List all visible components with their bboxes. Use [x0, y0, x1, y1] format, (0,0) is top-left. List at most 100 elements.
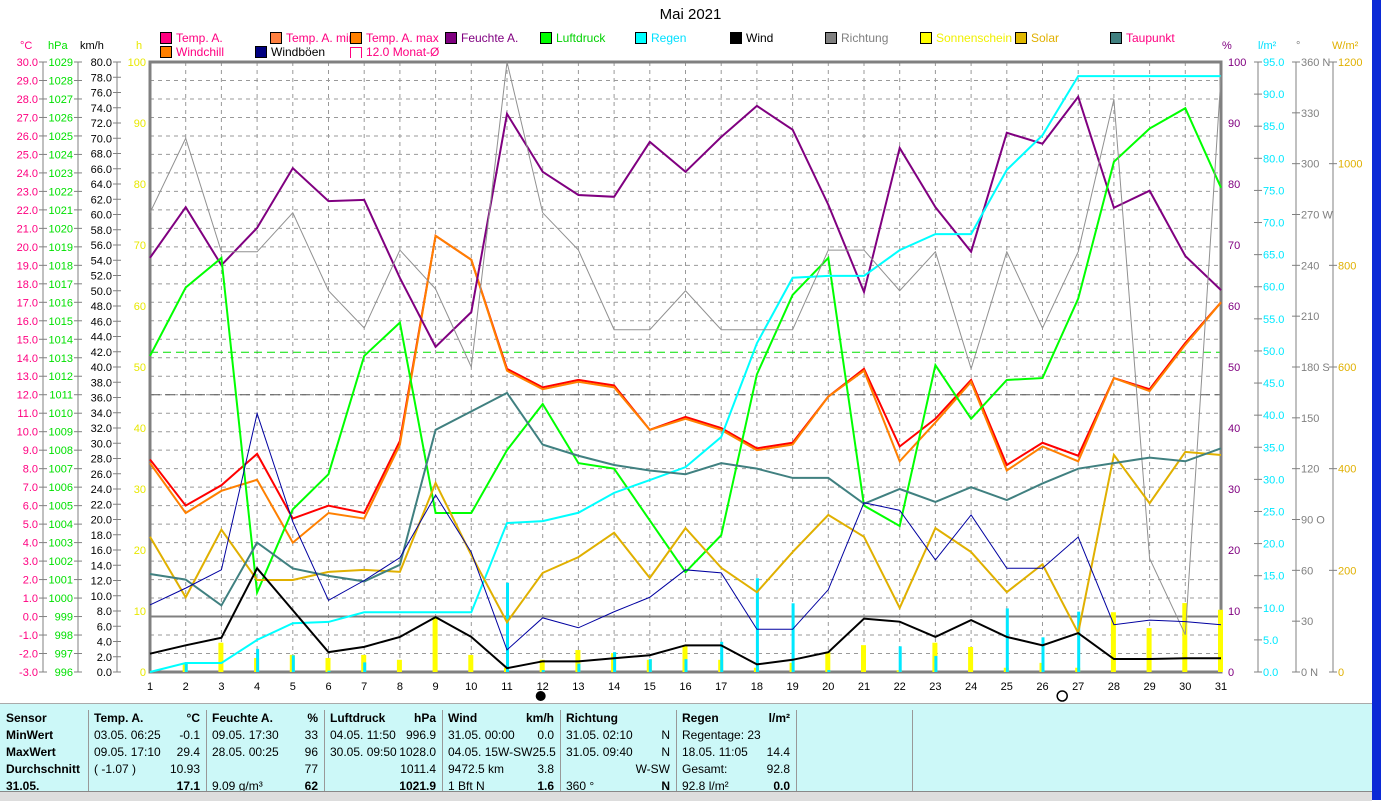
legend-label: Richtung [841, 31, 889, 45]
sunshine-bar [218, 642, 224, 672]
summary-cell: 0.0 [773, 779, 790, 793]
rain-tick-label: 55.0 [1263, 314, 1284, 326]
x-tick-label: 26 [1036, 681, 1048, 693]
summary-column: Richtung 31.05. 02:10 N 31.05. 09:40 N W-SW 36… [560, 710, 677, 793]
legend-item: Temp. A. max [350, 31, 439, 45]
wind-tick-label: 52.0 [91, 271, 112, 283]
wind-tick-label: 34.0 [91, 408, 112, 420]
pressure-tick-label: 996 [55, 667, 73, 679]
legend-item: Luftdruck [540, 31, 605, 45]
pressure-tick-label: 1002 [49, 556, 73, 568]
celsius-tick-label: 4.0 [23, 538, 38, 550]
rain-daily-bar [1041, 637, 1045, 672]
summary-row: 28.05. 00:25 96 [206, 744, 324, 761]
direction-tick-label: 330 [1301, 108, 1319, 120]
x-tick-label: 19 [786, 681, 798, 693]
series-windböen [149, 411, 1222, 651]
summary-row: MinWert [0, 727, 88, 744]
direction-tick-label: 60 [1301, 565, 1313, 577]
series-richtung [149, 61, 1222, 635]
summary-cell: 14.4 [766, 745, 790, 759]
series-wind [149, 566, 1221, 670]
rain-tick-label: 35.0 [1263, 442, 1284, 454]
rain-tick-label: 95.0 [1263, 57, 1284, 69]
pressure-tick-label: 1015 [49, 316, 73, 328]
legend-item: Sonnenschein [920, 31, 1012, 45]
summary-cell: 10.93 [169, 762, 200, 776]
x-tick-label: 4 [254, 681, 260, 693]
celsius-tick-label: 8.0 [23, 464, 38, 476]
legend-item: Windböen [255, 45, 325, 59]
wind-tick-label: 58.0 [91, 225, 112, 237]
summary-row: Regentage: 23 [676, 727, 796, 744]
sunshine-bar [325, 657, 331, 672]
summary-cell: 62 [304, 779, 318, 793]
rain-tick-label: 85.0 [1263, 121, 1284, 133]
summary-row: 9.09 g/m³ 62 [206, 778, 324, 795]
celsius-tick-label: -2.0 [19, 649, 38, 661]
celsius-tick-label: 10.0 [17, 427, 38, 439]
series-taupunkt [149, 391, 1222, 607]
wind-tick-label: 70.0 [91, 133, 112, 145]
summary-cell: 31.05. 09:40 [566, 745, 633, 759]
wind-tick-label: 10.0 [91, 591, 112, 603]
legend-swatch [255, 46, 267, 58]
celsius-tick-label: 18.0 [17, 279, 38, 291]
legend-label: Taupunkt [1126, 31, 1175, 45]
summary-row: Temp. A. °C [88, 710, 206, 727]
direction-tick-label: 270 W [1301, 210, 1333, 222]
summary-cell: 31.05. 02:10 [566, 728, 633, 742]
summary-cell: °C [186, 711, 200, 725]
wind-tick-label: 62.0 [91, 194, 112, 206]
celsius-tick-label: 26.0 [17, 131, 38, 143]
percent-tick-label: 30 [1228, 484, 1240, 496]
summary-cell: 18.05. 11:05 [682, 745, 748, 759]
pressure-tick-label: 1008 [49, 445, 73, 457]
x-tick-label: 6 [325, 681, 331, 693]
rain-daily-bar [648, 659, 652, 672]
rain-tick-label: 5.0 [1263, 635, 1278, 647]
legend-label: Temp. A. [176, 31, 223, 45]
pressure-tick-label: 1011 [49, 390, 73, 402]
percent-tick-label: 40 [1228, 423, 1240, 435]
rain-daily-bar [291, 655, 295, 672]
celsius-tick-label: 12.0 [17, 390, 38, 402]
summary-cell: 1 Bft N [448, 779, 485, 793]
percent-tick-label: 20 [1228, 545, 1240, 557]
summary-cell: 17.1 [176, 779, 200, 793]
rain-tick-label: 0.0 [1263, 667, 1278, 679]
pressure-tick-label: 1013 [49, 353, 73, 365]
rain-tick-label: 40.0 [1263, 410, 1284, 422]
legend-label: Temp. A. max [366, 31, 439, 45]
summary-row: Durchschnitt [0, 761, 88, 778]
summary-cell: 9472.5 km [448, 762, 505, 776]
summary-row: 18.05. 11:05 14.4 [676, 744, 796, 761]
wind-tick-label: 18.0 [91, 530, 112, 542]
x-tick-label: 9 [433, 681, 439, 693]
summary-cell: 29.4 [176, 745, 200, 759]
summary-cell: 1011.4 [400, 762, 436, 776]
summary-row: Wind km/h [442, 710, 560, 727]
summary-row: 9472.5 km 3.8 [442, 761, 560, 778]
x-tick-label: 31 [1215, 681, 1227, 693]
summary-row: MaxWert [0, 744, 88, 761]
x-tick-label: 12 [537, 681, 549, 693]
summary-cell: 31.05. [6, 779, 40, 793]
rain-tick-label: 80.0 [1263, 153, 1284, 165]
direction-tick-label: 360 N [1301, 57, 1330, 69]
wind-tick-label: 2.0 [97, 652, 112, 664]
wind-tick-label: 30.0 [91, 438, 112, 450]
percent-tick-label: 70 [1228, 240, 1240, 252]
x-tick-label: 10 [465, 681, 477, 693]
wind-tick-label: 36.0 [91, 393, 112, 405]
rain-daily-bar [184, 663, 188, 672]
pressure-tick-label: 998 [55, 630, 73, 642]
sunshine-bar [1182, 603, 1188, 672]
rain-daily-bar [577, 663, 581, 672]
pressure-tick-label: 1022 [49, 186, 73, 198]
summary-cell: 09.05. 17:30 [212, 728, 279, 742]
legend-swatch [350, 32, 362, 44]
hours-tick-label: 50 [134, 362, 146, 374]
solar-tick-label: 1000 [1338, 159, 1362, 171]
solar-tick-label: 600 [1338, 362, 1356, 374]
